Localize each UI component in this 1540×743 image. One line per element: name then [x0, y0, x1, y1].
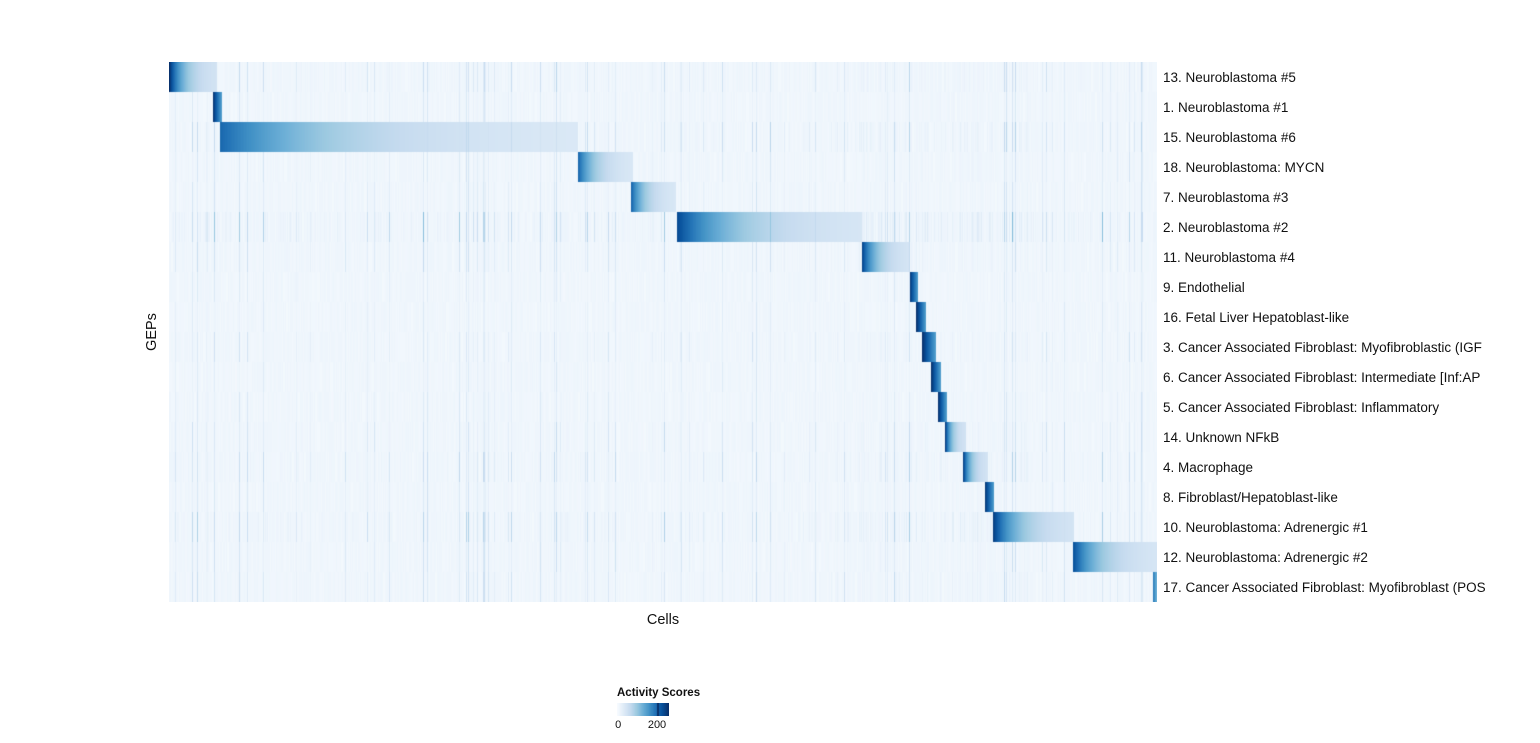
gep-row-label: 3. Cancer Associated Fibroblast: Myofibr… — [1163, 339, 1482, 355]
legend-ticks: 0 200 — [615, 719, 737, 733]
gep-row-label: 12. Neuroblastoma: Adrenergic #2 — [1163, 549, 1368, 565]
legend-tick-max: 200 — [647, 719, 667, 731]
gep-row-label: 10. Neuroblastoma: Adrenergic #1 — [1163, 519, 1368, 535]
legend-colorbar — [617, 703, 669, 716]
gep-row-label: 6. Cancer Associated Fibroblast: Interme… — [1163, 369, 1481, 385]
legend-tick-min: 0 — [615, 719, 622, 731]
gep-row-label: 5. Cancer Associated Fibroblast: Inflamm… — [1163, 399, 1440, 415]
gep-row-label: 14. Unknown NFkB — [1163, 429, 1280, 445]
row-labels: 13. Neuroblastoma #5 1. Neuroblastoma #1 1… — [1163, 62, 1540, 602]
gep-row-label: 2. Neuroblastoma #2 — [1163, 219, 1289, 235]
heatmap-canvas — [169, 62, 1157, 602]
gep-row-label: 9. Endothelial — [1163, 279, 1245, 295]
x-axis-label: Cells — [646, 612, 680, 628]
gep-row-label: 11. Neuroblastoma #4 — [1163, 249, 1295, 265]
gep-row-label: 13. Neuroblastoma #5 — [1163, 69, 1296, 85]
gep-row-label: 17. Cancer Associated Fibroblast: Myofib… — [1163, 579, 1486, 595]
gep-row-label: 8. Fibroblast/Hepatoblast-like — [1163, 489, 1338, 505]
legend-title: Activity Scores — [617, 687, 701, 699]
gep-row-label: 7. Neuroblastoma #3 — [1163, 189, 1289, 205]
activity-scores-legend: Activity Scores 0 200 — [615, 687, 737, 733]
y-axis-label: GEPs — [144, 313, 160, 351]
gep-row-label: 18. Neuroblastoma: MYCN — [1163, 159, 1325, 175]
gep-row-label: 1. Neuroblastoma #1 — [1163, 99, 1289, 115]
gep-row-label: 15. Neuroblastoma #6 — [1163, 129, 1296, 145]
gep-row-label: 4. Macrophage — [1163, 459, 1254, 475]
gep-row-label: 16. Fetal Liver Hepatoblast-like — [1163, 309, 1350, 325]
